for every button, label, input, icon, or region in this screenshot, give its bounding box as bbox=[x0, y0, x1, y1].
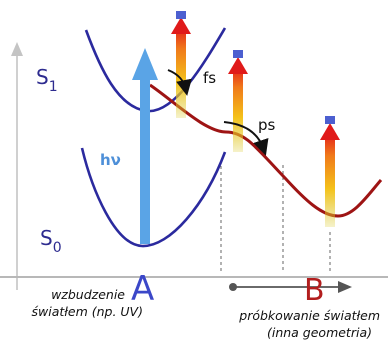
fs-label: fs bbox=[203, 69, 216, 87]
energy-axis bbox=[11, 42, 23, 290]
s0-label: S0 bbox=[40, 226, 62, 256]
fs-arrow-icon bbox=[167, 69, 192, 96]
guide-lines bbox=[220, 160, 331, 272]
ps-arrow-icon bbox=[223, 121, 269, 156]
relaxation-path bbox=[149, 83, 383, 218]
probing-caption-line2: (inna geometria) bbox=[267, 325, 372, 340]
ground-state-curve bbox=[80, 147, 227, 248]
pump-arrow bbox=[132, 48, 158, 244]
excitation-caption-line1: wzbudzenie bbox=[51, 287, 125, 302]
ps-label: ps bbox=[258, 116, 276, 134]
point-a-label: A bbox=[131, 269, 154, 309]
coordinate-arrow bbox=[229, 281, 352, 293]
probing-caption-line1: próbkowanie światłem bbox=[238, 308, 380, 323]
excitation-caption-line2: światłem (np. UV) bbox=[32, 304, 143, 319]
probe-arrow-2 bbox=[228, 50, 248, 152]
point-b-label: B bbox=[304, 273, 325, 308]
probe-arrow-3 bbox=[320, 116, 340, 227]
probe-arrow-1 bbox=[171, 11, 191, 118]
s1-label: S1 bbox=[36, 65, 58, 95]
hv-label: hν bbox=[100, 151, 121, 169]
